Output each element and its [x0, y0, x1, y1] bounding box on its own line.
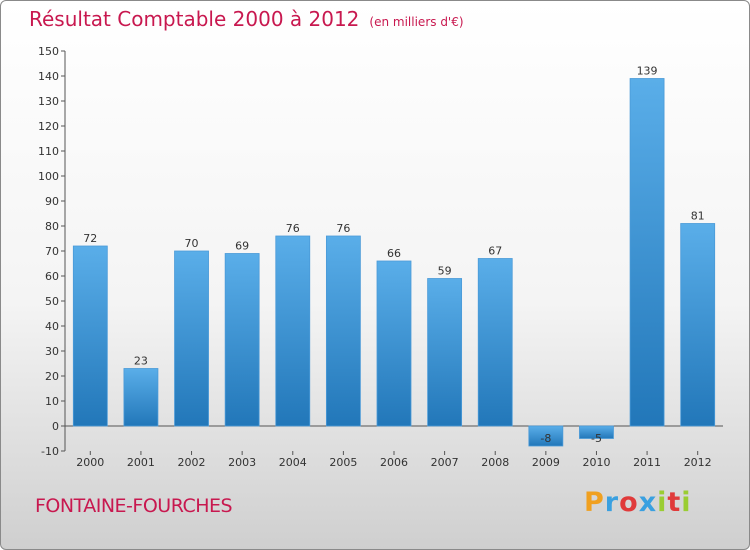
x-tick-label-2011: 2011	[633, 456, 661, 469]
x-tick-label-2012: 2012	[684, 456, 712, 469]
x-tick-label-2007: 2007	[431, 456, 459, 469]
bar-2006	[376, 260, 412, 427]
logo-letter: r	[604, 487, 620, 518]
y-tick-label: 130	[38, 95, 59, 108]
value-label-2011: 139	[637, 65, 658, 78]
y-tick-label: 80	[45, 220, 59, 233]
x-tick-label-2000: 2000	[76, 456, 104, 469]
y-tick-label: -10	[41, 445, 59, 458]
y-tick-label: 150	[38, 45, 59, 58]
x-tick-label-2004: 2004	[279, 456, 307, 469]
bar-2012	[680, 223, 716, 427]
value-label-2003: 69	[235, 240, 249, 253]
y-tick-label: 110	[38, 145, 59, 158]
value-label-2012: 81	[691, 210, 705, 223]
x-tick-label-2009: 2009	[532, 456, 560, 469]
y-tick-label: 10	[45, 395, 59, 408]
proxiti-logo: Proxiti	[584, 487, 692, 518]
y-tick-label: 90	[45, 195, 59, 208]
y-tick-label: 50	[45, 295, 59, 308]
logo-letter: o	[619, 487, 639, 518]
bar-2007	[427, 278, 463, 427]
value-label-2010: -5	[591, 432, 602, 445]
value-label-2009: -8	[540, 432, 551, 445]
bar-2004	[275, 235, 311, 427]
value-label-2006: 66	[387, 247, 401, 260]
logo-letter: P	[584, 487, 605, 518]
x-tick-label-2003: 2003	[228, 456, 256, 469]
y-tick-label: 30	[45, 345, 59, 358]
value-label-2002: 70	[185, 237, 199, 250]
bar-2010	[579, 425, 614, 439]
logo-letter: x	[638, 487, 658, 518]
y-tick-label: 70	[45, 245, 59, 258]
bar-2011	[629, 78, 665, 427]
x-tick-label-2005: 2005	[329, 456, 357, 469]
y-tick-label: 100	[38, 170, 59, 183]
logo-letter: t	[667, 487, 682, 518]
x-tick-label-2002: 2002	[178, 456, 206, 469]
bar-2005	[325, 235, 361, 427]
bar-2001	[123, 368, 159, 427]
chart-subtitle: (en milliers d'€)	[369, 15, 464, 29]
logo-letter: i	[657, 487, 668, 518]
y-tick-label: 140	[38, 70, 59, 83]
bar-2008	[477, 258, 513, 427]
logo-letter: i	[681, 487, 692, 518]
value-label-2007: 59	[438, 265, 452, 278]
x-tick-label-2010: 2010	[582, 456, 610, 469]
bar-2002	[174, 250, 209, 427]
value-label-2000: 72	[83, 232, 97, 245]
bar-2009	[528, 425, 564, 447]
bar-2000	[72, 245, 108, 427]
y-tick-label: 40	[45, 320, 59, 333]
value-label-2001: 23	[134, 355, 148, 368]
x-tick-label-2008: 2008	[481, 456, 509, 469]
y-tick-label: 0	[52, 420, 59, 433]
bar-2003	[224, 253, 260, 427]
chart-title: Résultat Comptable 2000 à 2012 (en millie…	[29, 7, 464, 31]
y-tick-label: 120	[38, 120, 59, 133]
value-label-2004: 76	[286, 222, 300, 235]
value-label-2005: 76	[336, 222, 350, 235]
x-tick-label-2006: 2006	[380, 456, 408, 469]
x-tick-label-2001: 2001	[127, 456, 155, 469]
y-tick-label: 20	[45, 370, 59, 383]
y-tick-label: 60	[45, 270, 59, 283]
commune-name: FONTAINE-FOURCHES	[35, 495, 233, 517]
value-label-2008: 67	[488, 245, 502, 258]
